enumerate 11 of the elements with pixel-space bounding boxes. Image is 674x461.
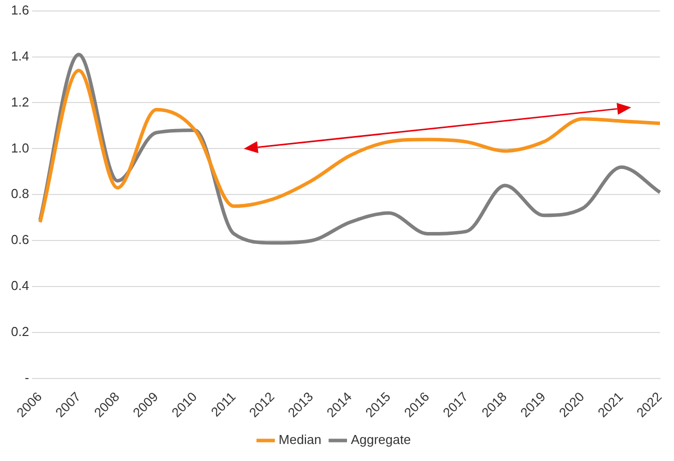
y-tick-label: 0.4	[10, 278, 30, 294]
y-tick-label: -	[24, 370, 30, 386]
legend-label: Aggregate	[350, 432, 411, 448]
legend-label: Median	[278, 432, 322, 448]
y-tick-label: 0.6	[10, 232, 30, 248]
y-tick-label: 1.2	[10, 94, 30, 110]
y-tick-label: 1.4	[10, 48, 30, 64]
y-tick-label: 0.2	[10, 324, 30, 340]
y-tick-label: 1.6	[10, 2, 30, 18]
y-tick-label: 1.0	[10, 140, 30, 156]
y-tick-label: 0.8	[10, 186, 30, 202]
